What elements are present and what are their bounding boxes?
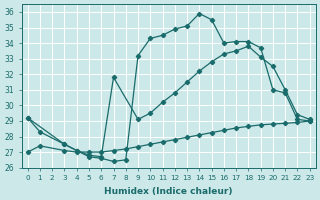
X-axis label: Humidex (Indice chaleur): Humidex (Indice chaleur)	[104, 187, 233, 196]
